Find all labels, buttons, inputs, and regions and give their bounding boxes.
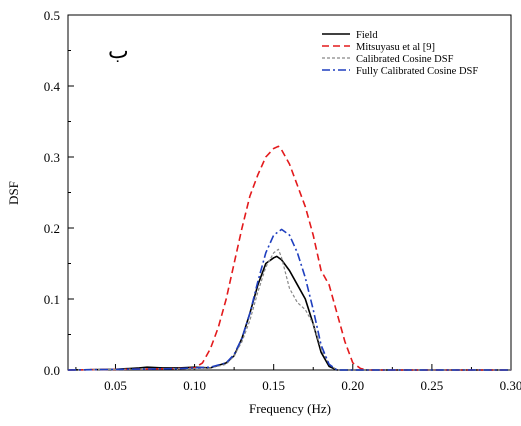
y-tick-labels: 0.0 0.1 0.2 0.3 0.4 0.5 xyxy=(44,8,61,378)
series-line-1 xyxy=(67,255,511,371)
y-tick-label: 0.5 xyxy=(44,8,60,23)
legend-label: Field xyxy=(356,30,378,41)
x-tick-label: 0.30 xyxy=(500,378,521,393)
y-tick-label: 0.4 xyxy=(44,79,61,94)
x-axis-title: Frequency (Hz) xyxy=(249,401,331,416)
x-tick-label: 0.15 xyxy=(262,378,285,393)
y-tick-label: 0.2 xyxy=(44,221,60,236)
x-tick-label: 0.10 xyxy=(183,378,206,393)
x-tick-label: 0.05 xyxy=(104,378,127,393)
x-tick-label: 0.25 xyxy=(421,378,444,393)
legend-label: Fully Calibrated Cosine DSF xyxy=(356,66,478,77)
legend-label: Calibrated Cosine DSF xyxy=(356,54,454,65)
y-tick-label: 0.0 xyxy=(44,363,60,378)
series-line-3 xyxy=(67,248,511,371)
y-tick-label: 0.3 xyxy=(44,150,60,165)
panel-label: ب xyxy=(108,38,129,63)
x-tick-labels: 0.05 0.10 0.15 0.20 0.25 0.30 xyxy=(104,378,521,393)
legend-label: Mitsuyasu et al [9] xyxy=(356,42,435,53)
series-lines xyxy=(67,145,511,371)
y-tick-label: 0.1 xyxy=(44,292,60,307)
y-axis-title: DSF xyxy=(6,181,21,205)
x-tick-label: 0.20 xyxy=(341,378,364,393)
series-line-4 xyxy=(67,228,511,371)
series-line-2 xyxy=(67,145,511,371)
